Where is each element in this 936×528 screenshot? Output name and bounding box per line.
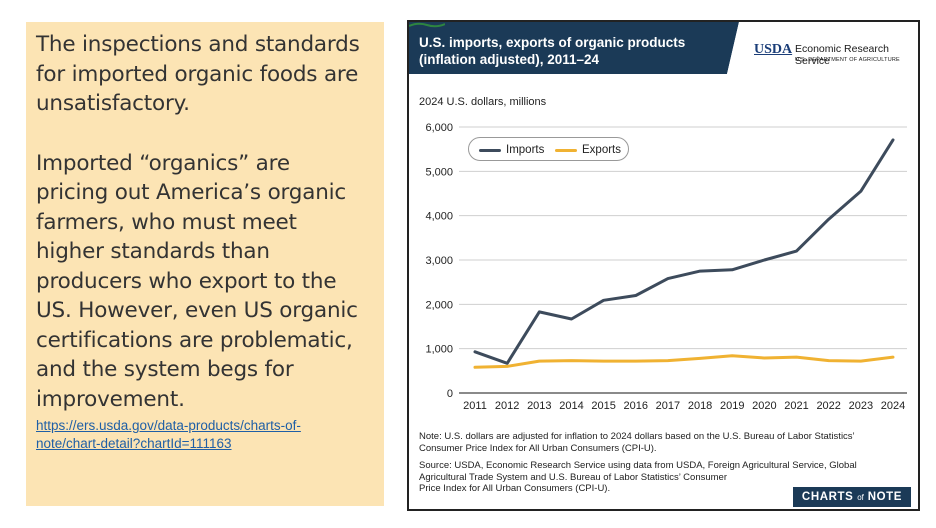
y-tick-label: 3,000	[425, 255, 453, 267]
badge-text-note: NOTE	[867, 491, 903, 503]
x-tick-label: 2021	[784, 400, 808, 412]
legend-swatch-exports	[555, 149, 577, 152]
y-tick-label: 0	[447, 388, 453, 400]
header-background	[409, 22, 918, 74]
note-paragraph-2: Imported “organics” are pricing out Amer…	[36, 150, 358, 412]
x-tick-label: 2017	[656, 400, 680, 412]
y-tick-label: 1,000	[425, 344, 453, 356]
charts-of-note-badge: CHARTS of NOTE	[793, 487, 911, 507]
legend-label-imports: Imports	[506, 144, 545, 156]
chart-card: U.S. imports, exports of organic product…	[407, 20, 920, 511]
note-paragraph-1: The inspections and standards for import…	[36, 32, 360, 116]
x-tick-label: 2012	[495, 400, 519, 412]
x-tick-label: 2020	[752, 400, 776, 412]
agency-name: Economic Research Service	[795, 43, 889, 67]
x-tick-label: 2022	[816, 400, 840, 412]
y-axis-label: 2024 U.S. dollars, millions	[419, 96, 547, 108]
badge-text-of: of	[857, 493, 864, 502]
series-line-imports	[473, 138, 895, 365]
y-tick-label: 6,000	[425, 122, 453, 134]
usda-logo-stripe	[409, 22, 445, 28]
legend-swatch-imports	[479, 149, 501, 152]
chart-note: Note: U.S. dollars are adjusted for infl…	[419, 431, 855, 454]
x-tick-label: 2023	[849, 400, 873, 412]
usda-logo: USDA	[754, 42, 793, 57]
x-tick-label: 2024	[881, 400, 905, 412]
x-tick-label: 2014	[559, 400, 583, 412]
chart-header: U.S. imports, exports of organic product…	[409, 22, 918, 74]
legend-label-exports: Exports	[582, 144, 621, 156]
note-panel: The inspections and standards for import…	[26, 22, 384, 506]
note-spacer	[36, 119, 374, 149]
x-tick-label: 2019	[720, 400, 744, 412]
x-tick-label: 2011	[463, 400, 487, 412]
chart-title: U.S. imports, exports of organic product…	[419, 35, 686, 67]
y-tick-label: 2,000	[425, 299, 453, 311]
line-chart: 0 1,000 2,000 3,000 4,000 5,000 6,000 2011 2012 2…	[425, 122, 907, 412]
badge-text-charts: CHARTS	[801, 491, 854, 503]
header-light-band	[727, 22, 918, 74]
y-tick-label: 4,000	[425, 211, 453, 223]
x-tick-label: 2015	[591, 400, 615, 412]
chart-source: Source: USDA, Economic Research Service …	[419, 460, 857, 494]
y-tick-label: 5,000	[425, 166, 453, 178]
header-dark-band	[409, 22, 739, 74]
x-tick-label: 2016	[624, 400, 648, 412]
source-link[interactable]: https://ers.usda.gov/data-products/chart…	[36, 418, 301, 451]
x-tick-label: 2018	[688, 400, 712, 412]
legend: Imports Exports	[468, 137, 629, 161]
department-name: U.S. DEPARTMENT OF AGRICULTURE	[795, 57, 900, 63]
x-tick-label: 2013	[527, 400, 551, 412]
series-line-exports	[473, 354, 895, 369]
